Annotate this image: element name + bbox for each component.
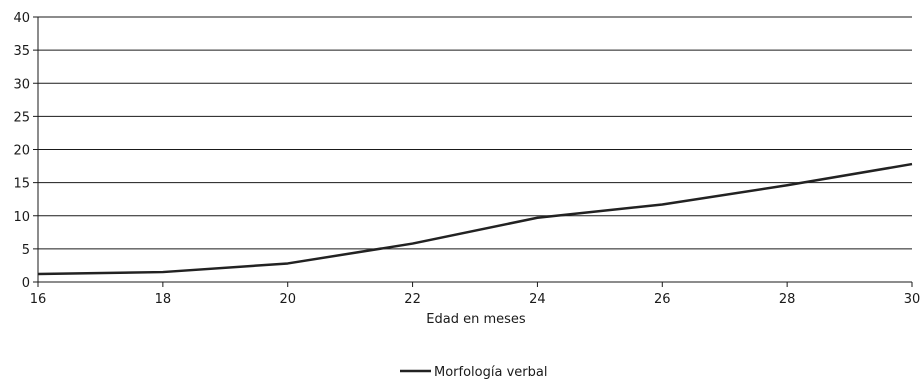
series-line-morfologia-verbal	[37, 162, 913, 276]
y-tick-label-35: 35	[13, 44, 30, 59]
x-tick-label-28: 28	[779, 292, 796, 307]
gridlines	[38, 16, 912, 250]
y-tick-labels: 0 5 10 15 20 25 30 35 40	[13, 11, 30, 291]
y-tick-label-15: 15	[13, 177, 30, 192]
y-tick-label-10: 10	[13, 210, 30, 225]
y-tick-label-40: 40	[13, 11, 30, 26]
y-tick-label-0: 0	[22, 276, 30, 291]
x-tick-label-26: 26	[654, 292, 671, 307]
x-axis-title: Edad en meses	[426, 312, 526, 327]
x-tick-label-20: 20	[279, 292, 296, 307]
legend: Morfología verbal	[400, 365, 547, 380]
y-tick-label-20: 20	[13, 144, 30, 159]
y-tick-label-25: 25	[13, 110, 30, 125]
legend-label-morfologia-verbal: Morfología verbal	[434, 365, 547, 380]
x-tick-labels: 16 18 20 22 24 26 28 30	[30, 292, 921, 307]
x-tick-label-18: 18	[155, 292, 172, 307]
series-layer	[37, 162, 913, 276]
x-tick-label-24: 24	[529, 292, 546, 307]
y-tick-label-5: 5	[22, 243, 30, 258]
x-tick-label-30: 30	[904, 292, 921, 307]
axes	[33, 16, 913, 287]
x-tick-label-22: 22	[404, 292, 421, 307]
x-tick-label-16: 16	[30, 292, 47, 307]
y-tick-label-30: 30	[13, 77, 30, 92]
